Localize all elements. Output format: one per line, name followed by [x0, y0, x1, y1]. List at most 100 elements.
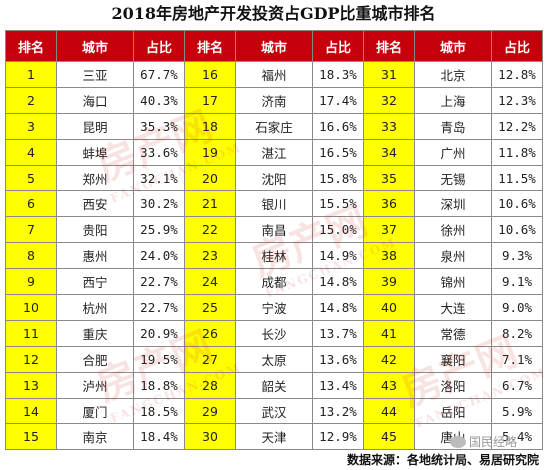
header-ratio: 占比: [133, 30, 185, 62]
header-ratio: 占比: [491, 30, 543, 62]
city-cell: 济南: [235, 86, 313, 114]
rank-cell: 32: [363, 86, 415, 114]
ratio-cell: 67.7%: [133, 61, 185, 88]
rank-cell: 21: [184, 190, 236, 218]
ratio-cell: 11.8%: [491, 138, 543, 166]
rank-cell: 43: [363, 371, 415, 399]
rank-cell: 16: [184, 61, 236, 88]
ratio-cell: 35.3%: [133, 112, 185, 140]
city-cell: 广州: [414, 138, 492, 166]
page-title: 2018年房地产开发投资占GDP比重城市排名: [111, 4, 436, 23]
ratio-cell: 14.9%: [312, 242, 364, 270]
rank-cell: 7: [5, 216, 57, 244]
rank-cell: 10: [5, 294, 57, 321]
ratio-cell: 10.6%: [491, 190, 543, 218]
city-cell: 泉州: [414, 242, 492, 270]
rank-cell: 12: [5, 345, 57, 373]
header-city: 城市: [56, 30, 134, 62]
rank-cell: 41: [363, 319, 415, 347]
ratio-cell: 30.2%: [133, 190, 185, 218]
rank-cell: 18: [184, 112, 236, 140]
ratio-cell: 15.0%: [312, 216, 364, 244]
ratio-cell: 9.1%: [491, 268, 543, 296]
ratio-cell: 22.7%: [133, 294, 185, 321]
rank-cell: 29: [184, 397, 236, 425]
ratio-cell: 33.6%: [133, 138, 185, 166]
city-cell: 岳阳: [414, 397, 492, 425]
city-cell: 昆明: [56, 112, 134, 140]
ratio-cell: 8.2%: [491, 319, 543, 347]
header-ratio: 占比: [312, 30, 364, 62]
rank-cell: 33: [363, 112, 415, 140]
ratio-cell: 10.6%: [491, 216, 543, 244]
city-cell: 上海: [414, 86, 492, 114]
table-row: 4 蚌埠 33.6% 19 湛江 16.5% 34 广州 11.8%: [5, 138, 543, 166]
city-cell: 贵阳: [56, 216, 134, 244]
ratio-cell: 14.8%: [312, 268, 364, 296]
rank-cell: 44: [363, 397, 415, 425]
rank-cell: 17: [184, 86, 236, 114]
ratio-cell: 18.3%: [312, 61, 364, 88]
rank-cell: 8: [5, 242, 57, 270]
rank-cell: 14: [5, 397, 57, 425]
city-cell: 南京: [56, 423, 134, 451]
city-cell: 韶关: [235, 371, 313, 399]
ratio-cell: 13.6%: [312, 345, 364, 373]
ratio-cell: 12.9%: [312, 423, 364, 451]
ratio-cell: 14.8%: [312, 294, 364, 321]
rank-cell: 40: [363, 294, 415, 321]
city-cell: 西安: [56, 190, 134, 218]
table-row: 9 西宁 22.7% 24 成都 14.8% 39 锦州 9.1%: [5, 268, 543, 296]
table-row: 11 重庆 20.9% 26 长沙 13.7% 41 常德 8.2%: [5, 319, 543, 347]
rank-cell: 4: [5, 138, 57, 166]
ratio-cell: 15.8%: [312, 164, 364, 192]
header-rank: 排名: [363, 30, 415, 62]
city-cell: 石家庄: [235, 112, 313, 140]
rank-cell: 28: [184, 371, 236, 399]
rank-cell: 5: [5, 164, 57, 192]
rank-cell: 45: [363, 423, 415, 451]
rank-cell: 42: [363, 345, 415, 373]
city-cell: 南昌: [235, 216, 313, 244]
wechat-badge: 国民经略: [449, 433, 517, 451]
city-cell: 北京: [414, 61, 492, 88]
city-cell: 天津: [235, 423, 313, 451]
city-cell: 惠州: [56, 242, 134, 270]
table-row: 6 西安 30.2% 21 银川 15.5% 36 深圳 10.6%: [5, 190, 543, 218]
table-row: 8 惠州 24.0% 23 桂林 14.9% 38 泉州 9.3%: [5, 242, 543, 270]
ratio-cell: 18.8%: [133, 371, 185, 399]
rank-cell: 37: [363, 216, 415, 244]
ratio-cell: 13.4%: [312, 371, 364, 399]
ratio-cell: 16.5%: [312, 138, 364, 166]
ratio-cell: 11.5%: [491, 164, 543, 192]
ratio-cell: 24.0%: [133, 242, 185, 270]
city-cell: 洛阳: [414, 371, 492, 399]
rank-cell: 9: [5, 268, 57, 296]
rank-cell: 25: [184, 294, 236, 321]
ratio-cell: 5.9%: [491, 397, 543, 425]
rank-cell: 3: [5, 112, 57, 140]
rank-cell: 38: [363, 242, 415, 270]
city-cell: 湛江: [235, 138, 313, 166]
city-cell: 郑州: [56, 164, 134, 192]
header-city: 城市: [235, 30, 313, 62]
city-cell: 徐州: [414, 216, 492, 244]
city-cell: 青岛: [414, 112, 492, 140]
city-cell: 宁波: [235, 294, 313, 321]
ratio-cell: 6.7%: [491, 371, 543, 399]
city-cell: 蚌埠: [56, 138, 134, 166]
city-cell: 成都: [235, 268, 313, 296]
ratio-cell: 19.5%: [133, 345, 185, 373]
rank-cell: 20: [184, 164, 236, 192]
table-header-row: 排名 城市 占比 排名 城市 占比 排名 城市 占比: [5, 30, 543, 62]
header-city: 城市: [414, 30, 492, 62]
table-row: 13 泸州 18.8% 28 韶关 13.4% 43 洛阳 6.7%: [5, 371, 543, 399]
ratio-cell: 7.1%: [491, 345, 543, 373]
rank-cell: 24: [184, 268, 236, 296]
city-cell: 深圳: [414, 190, 492, 218]
ratio-cell: 22.7%: [133, 268, 185, 296]
ratio-cell: 18.5%: [133, 397, 185, 425]
city-cell: 桂林: [235, 242, 313, 270]
ratio-cell: 15.5%: [312, 190, 364, 218]
rank-cell: 15: [5, 423, 57, 451]
